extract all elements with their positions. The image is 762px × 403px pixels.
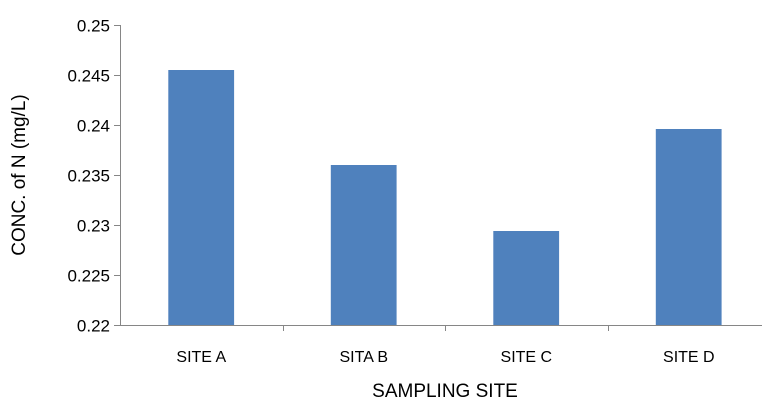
y-tick-label: 0.22: [77, 317, 110, 336]
y-tick-label: 0.235: [67, 167, 110, 186]
bars-group: [168, 70, 722, 325]
x-tick-label: SITE A: [176, 349, 226, 366]
axes-group: [114, 25, 762, 331]
tick-labels-group: 0.22 0.225 0.23 0.235 0.24 0.245 0.25 SITE A SIT…: [67, 17, 714, 367]
y-tick-label: 0.25: [77, 17, 110, 36]
x-tick-label: SITA B: [339, 349, 388, 366]
y-tick-label: 0.23: [77, 217, 110, 236]
bar-site-d: [655, 129, 722, 325]
x-tick-label: SITE C: [501, 349, 553, 366]
x-tick-label: SITE D: [663, 349, 715, 366]
bar-site-a: [168, 70, 235, 325]
y-axis-title: CONC. of N (mg/L): [9, 94, 30, 256]
x-axis-title: SAMPLING SITE: [372, 381, 518, 402]
y-tick-label: 0.225: [67, 267, 110, 286]
y-tick-label: 0.24: [77, 117, 110, 136]
bar-sita-b: [330, 165, 397, 325]
y-tick-label: 0.245: [67, 67, 110, 86]
bar-site-c: [493, 231, 560, 325]
